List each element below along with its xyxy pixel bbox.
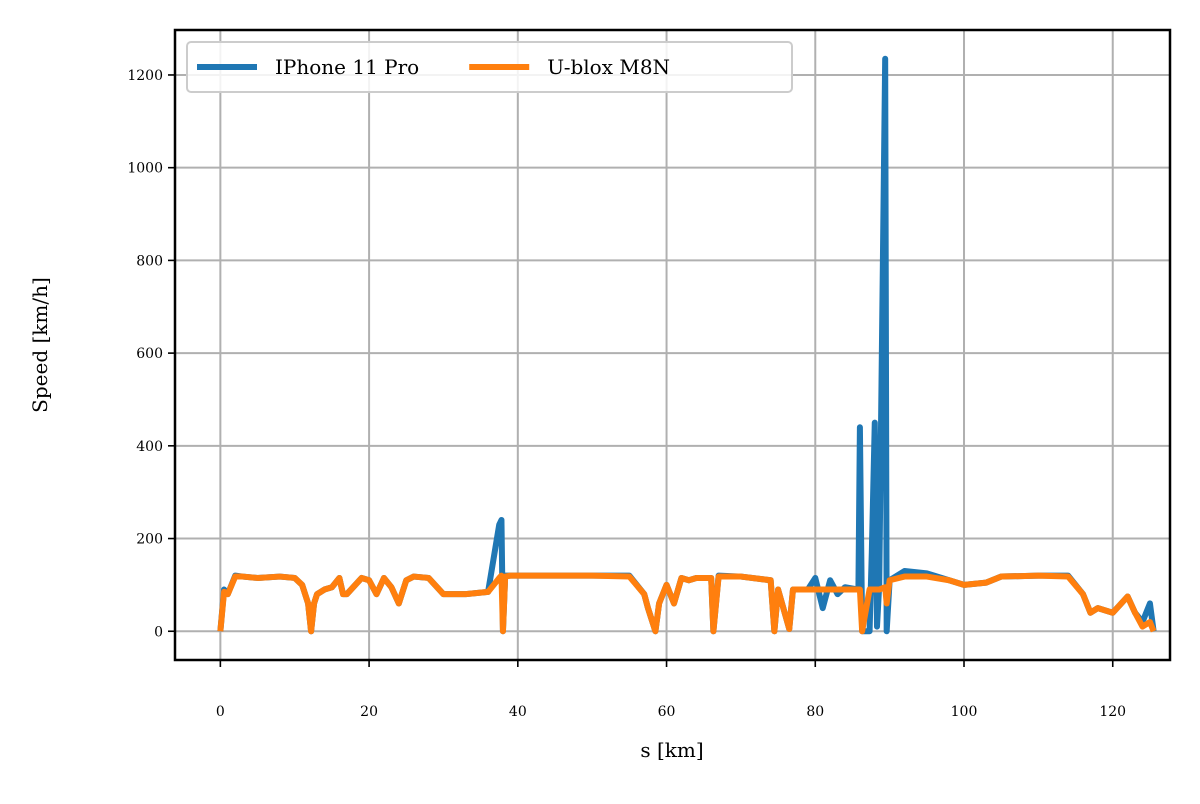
legend-label: IPhone 11 Pro (275, 55, 419, 79)
x-tick-label: 0 (216, 704, 225, 720)
x-axis-label: s [km] (640, 738, 703, 762)
y-tick-label: 0 (154, 624, 163, 640)
y-tick-label: 1200 (127, 68, 163, 84)
plot-frame (173, 28, 1172, 662)
y-tick-label: 600 (136, 346, 163, 362)
y-axis-label: Speed [km/h] (28, 277, 52, 413)
x-tick-label: 80 (806, 704, 824, 720)
y-tick-label: 1000 (127, 161, 163, 177)
x-tick-label: 60 (658, 704, 676, 720)
x-tick-label: 40 (509, 704, 527, 720)
x-tick-label: 20 (360, 704, 378, 720)
x-tick-label: 120 (1099, 704, 1126, 720)
y-tick-label: 800 (136, 253, 163, 269)
series-line (217, 572, 1157, 635)
y-tick-label: 400 (136, 439, 163, 455)
y-tick-label: 200 (136, 532, 163, 548)
legend-label: U-blox M8N (547, 55, 670, 79)
series-line (217, 55, 1157, 635)
x-tick-label: 100 (951, 704, 978, 720)
